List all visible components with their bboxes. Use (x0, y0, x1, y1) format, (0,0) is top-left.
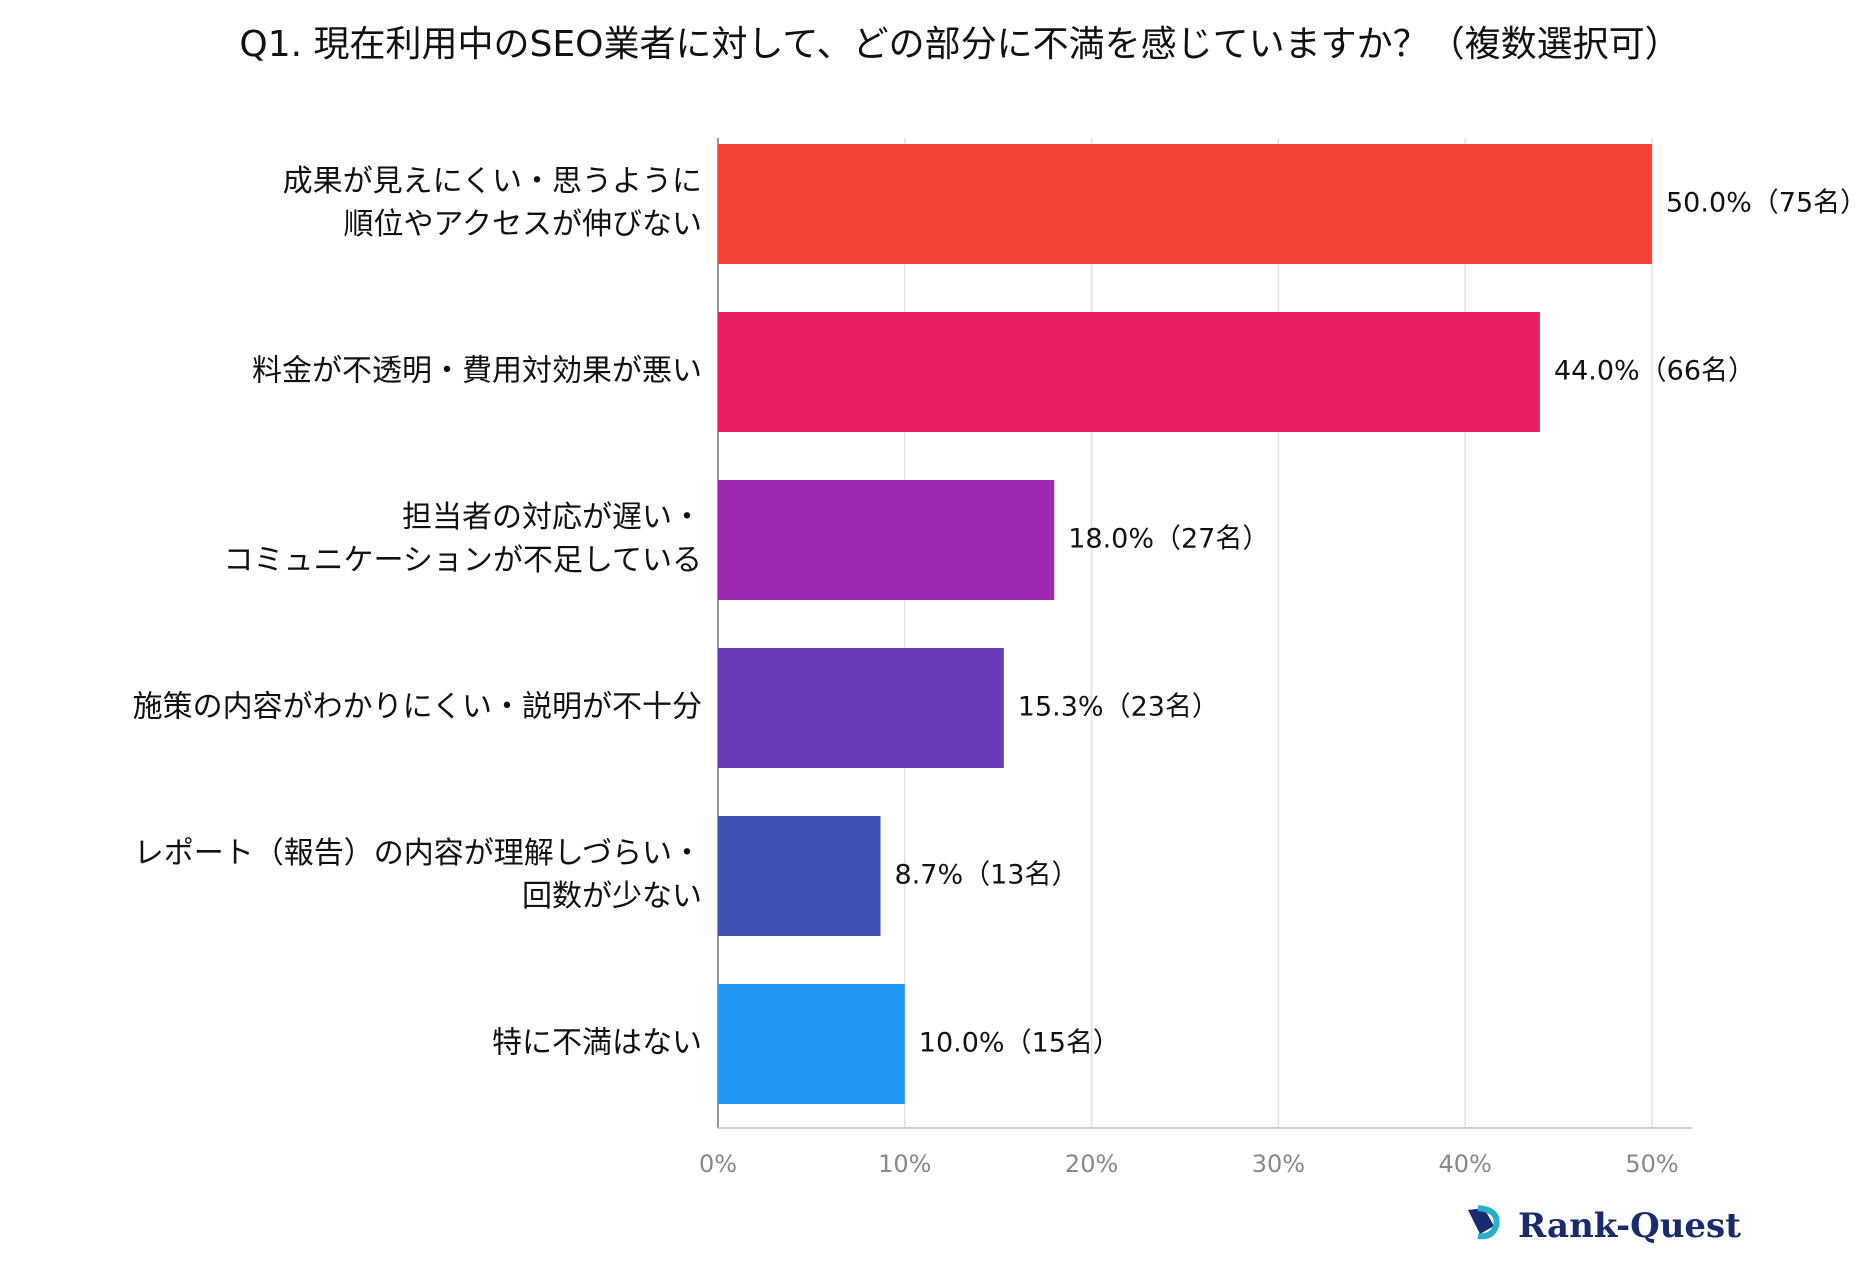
y-tick-label: コミュニケーションが不足している (224, 543, 703, 578)
value-label: 8.7%（13名） (895, 860, 1079, 891)
value-label: 50.0%（75名） (1666, 188, 1867, 219)
y-tick-label: 料金が不透明・費用対効果が悪い (252, 354, 702, 389)
x-tick-label: 50% (1625, 1150, 1678, 1178)
x-tick-label: 10% (878, 1150, 931, 1178)
y-tick-label: 回数が少ない (522, 879, 702, 914)
value-label: 15.3%（23名） (1018, 692, 1219, 723)
logo-text: Rank-Quest (1518, 1206, 1741, 1246)
chart-title: Q1. 現在利用中のSEO業者に対して、どの部分に不満を感じていますか？（複数選… (239, 24, 1680, 65)
y-tick-label: 順位やアクセスが伸びない (344, 207, 703, 242)
value-label: 44.0%（66名） (1554, 356, 1755, 387)
bar (718, 984, 905, 1104)
bar (718, 816, 881, 936)
x-tick-label: 0% (699, 1150, 737, 1178)
value-label: 18.0%（27名） (1068, 524, 1269, 555)
x-tick-label: 30% (1252, 1150, 1305, 1178)
bar (718, 312, 1540, 432)
bar (718, 144, 1652, 264)
y-tick-label: 特に不満はない (492, 1026, 702, 1061)
logo-icon (1468, 1205, 1500, 1240)
y-tick-label: 成果が見えにくい・思うように (283, 164, 702, 199)
x-tick-label: 40% (1439, 1150, 1492, 1178)
bar (718, 480, 1055, 600)
y-tick-label: 施策の内容がわかりにくい・説明が不十分 (133, 690, 702, 725)
x-tick-label: 20% (1065, 1150, 1118, 1178)
bar (718, 648, 1004, 768)
value-label: 10.0%（15名） (919, 1028, 1120, 1059)
y-tick-label: 担当者の対応が遅い・ (402, 500, 702, 535)
y-tick-label: レポート（報告）の内容が理解しづらい・ (134, 836, 702, 871)
